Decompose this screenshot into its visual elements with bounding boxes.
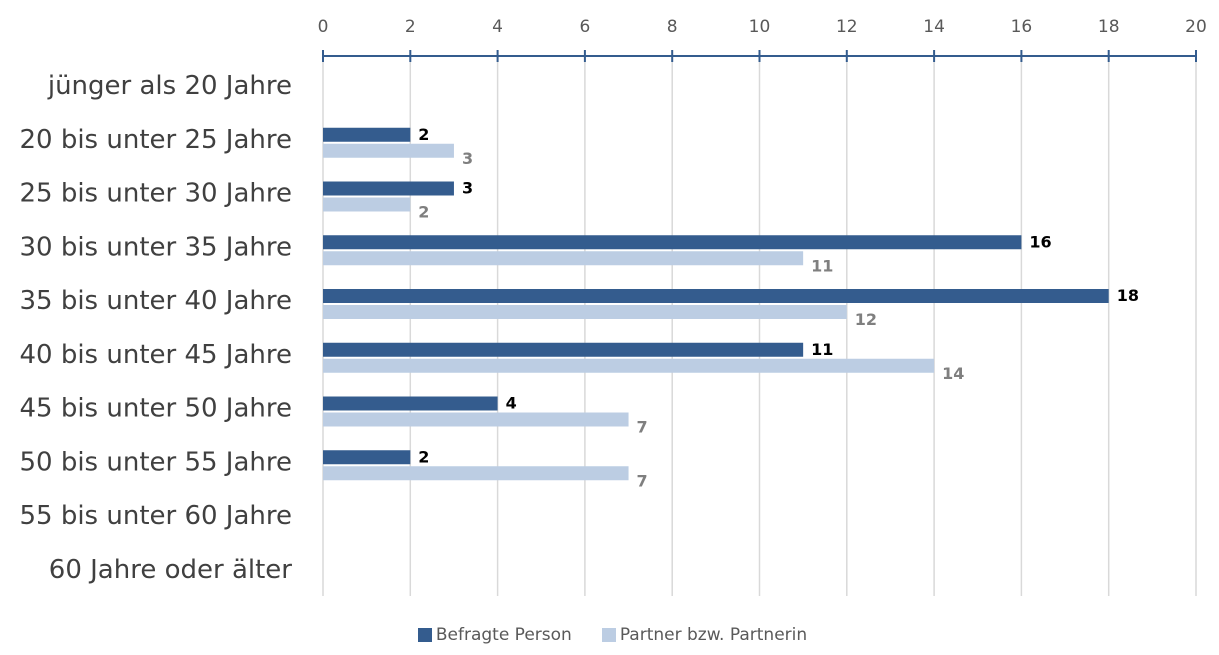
data-label-befragte-person: 18 [1117,286,1139,305]
bar-partner [323,305,847,319]
bar-befragte-person [323,181,454,196]
data-label-partner: 14 [942,364,964,383]
bar-befragte-person [323,127,411,142]
tick-label-0: 0 [318,17,329,37]
tick-label-20: 20 [1185,17,1207,37]
data-label-partner: 11 [811,256,833,275]
data-label-befragte-person: 16 [1029,232,1051,251]
tick-label-4: 4 [492,17,503,37]
bar-befragte-person [323,289,1109,303]
category-label: 50 bis unter 55 Jahre [19,447,292,477]
category-label: 60 Jahre oder älter [49,555,293,585]
tick-label-12: 12 [836,17,858,37]
bar-partner [323,143,454,158]
tick-label-8: 8 [667,17,678,37]
category-label: jünger als 20 Jahre [47,71,292,101]
category-label: 40 bis unter 45 Jahre [19,340,292,370]
data-label-befragte-person: 2 [418,125,429,144]
legend-item-befragte-person: Befragte Person [417,625,572,645]
legend: Befragte Person Partner bzw. Partnerin [0,625,1219,645]
data-label-befragte-person: 2 [418,447,429,466]
bar-partner [323,412,629,427]
bar-befragte-person [323,342,804,357]
category-label: 25 bis unter 30 Jahre [19,179,292,209]
category-label: 35 bis unter 40 Jahre [19,286,292,316]
legend-item-partner: Partner bzw. Partnerin [601,625,808,645]
category-label: 30 bis unter 35 Jahre [19,232,292,262]
bar-partner [323,197,411,212]
legend-swatch-befragte-person [417,628,432,642]
tick-label-16: 16 [1011,17,1033,37]
legend-label-befragte-person: Befragte Person [435,625,572,645]
data-label-befragte-person: 3 [462,179,473,198]
data-label-partner: 2 [418,203,429,222]
data-label-befragte-person: 4 [506,394,517,413]
data-label-partner: 3 [462,149,473,168]
bar-partner [323,466,629,481]
bar-befragte-person [323,235,1022,250]
category-label: 55 bis unter 60 Jahre [19,501,292,531]
tick-label-18: 18 [1098,17,1120,37]
tick-label-6: 6 [579,17,590,37]
legend-label-partner: Partner bzw. Partnerin [619,625,808,645]
bar-befragte-person [323,450,411,465]
data-label-partner: 7 [637,418,648,437]
category-label: 20 bis unter 25 Jahre [19,125,292,155]
bar-chart: 0 2 4 6 8 10 12 14 16 18 20 jünger als 20 Jahre 20 b… [19,17,1207,596]
bar-partner [323,358,935,373]
legend-swatch-partner [601,628,616,642]
bar-befragte-person [323,396,498,411]
bar-partner [323,251,804,266]
tick-label-14: 14 [923,17,945,37]
category-label: 45 bis unter 50 Jahre [19,394,292,424]
data-label-partner: 7 [637,471,648,490]
tick-label-10: 10 [749,17,771,37]
data-label-befragte-person: 11 [811,340,833,359]
tick-label-2: 2 [405,17,416,37]
data-label-partner: 12 [855,310,877,329]
